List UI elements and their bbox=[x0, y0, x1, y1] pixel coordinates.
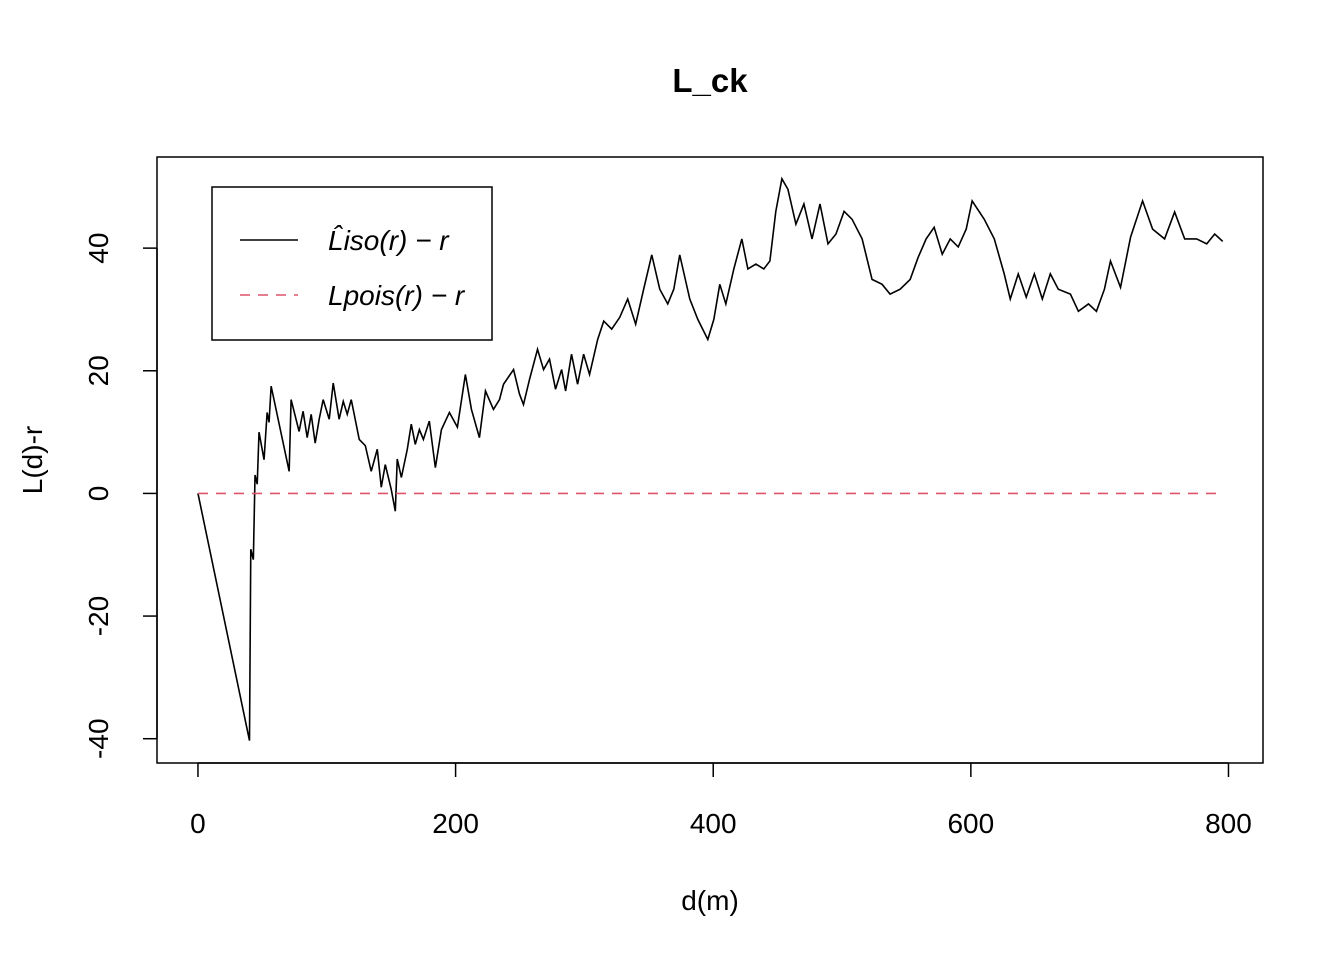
x-tick-label: 800 bbox=[1205, 808, 1252, 839]
x-axis-label: d(m) bbox=[681, 885, 739, 916]
chart-title: L_ck bbox=[672, 62, 748, 99]
legend-label: Lpois(r) − r bbox=[328, 280, 466, 311]
x-tick-label: 0 bbox=[190, 808, 206, 839]
y-tick-label: 0 bbox=[83, 486, 114, 502]
x-tick-label: 400 bbox=[690, 808, 737, 839]
y-tick-label: 40 bbox=[83, 233, 114, 264]
data-line bbox=[197, 176, 1224, 741]
y-tick-label: 20 bbox=[83, 355, 114, 386]
legend-box bbox=[211, 186, 493, 341]
y-tick-label: -40 bbox=[83, 718, 114, 758]
x-tick-label: 200 bbox=[432, 808, 479, 839]
x-tick-label: 600 bbox=[947, 808, 994, 839]
y-axis-label: L(d)-r bbox=[17, 426, 48, 494]
legend-label: L̂iso(r) − r bbox=[328, 225, 450, 256]
y-tick-label: -20 bbox=[83, 596, 114, 636]
